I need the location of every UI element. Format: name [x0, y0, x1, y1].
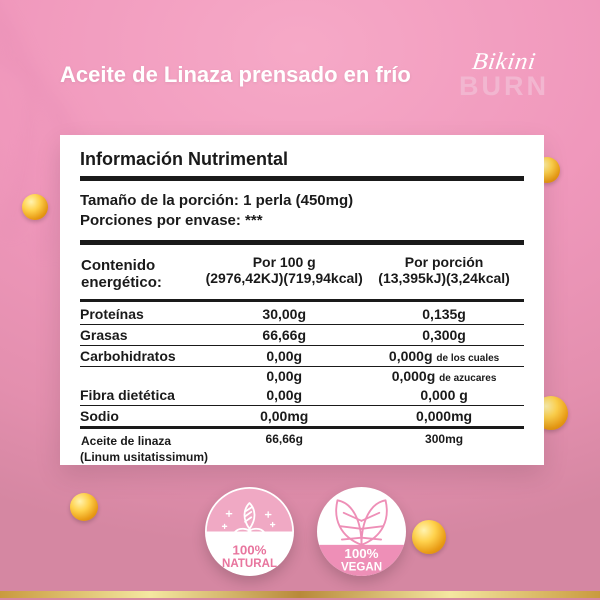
svg-text:100%: 100%	[232, 543, 266, 558]
svg-text:100%: 100%	[344, 546, 378, 561]
svg-text:VEGAN: VEGAN	[341, 562, 382, 574]
svg-text:NATURAL: NATURAL	[222, 558, 277, 570]
